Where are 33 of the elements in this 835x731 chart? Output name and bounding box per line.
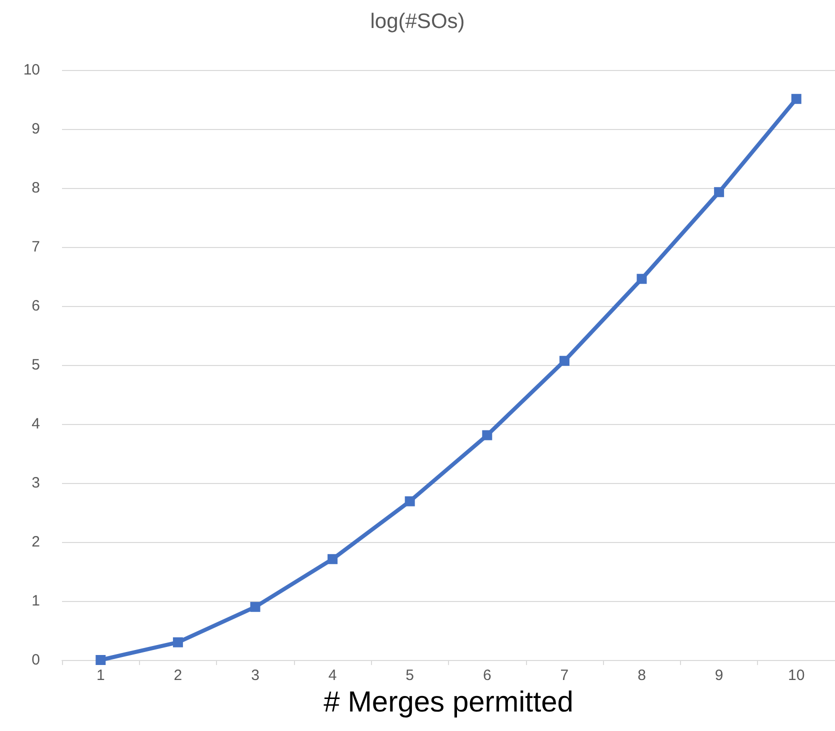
chart-title: log(#SOs) bbox=[370, 10, 465, 33]
point bbox=[96, 655, 106, 665]
y-tick-label: 7 bbox=[32, 238, 40, 256]
y-tick-label: 0 bbox=[32, 652, 40, 668]
point bbox=[172, 637, 183, 648]
point bbox=[250, 602, 260, 612]
y-tick-label: 3 bbox=[32, 474, 40, 492]
x-tick-label: 7 bbox=[560, 667, 569, 684]
x-tick-label: 9 bbox=[714, 667, 724, 684]
point bbox=[328, 554, 338, 564]
x-tick-label: 1 bbox=[96, 667, 105, 684]
x-tick-label: 3 bbox=[251, 667, 260, 684]
x-tick-label: 8 bbox=[638, 667, 646, 684]
x-tick-label: 6 bbox=[482, 667, 492, 684]
point bbox=[404, 496, 415, 506]
x-axis-title: # Merges permitted bbox=[324, 686, 574, 718]
y-tick-label: 1 bbox=[32, 592, 40, 610]
y-tick-label: 10 bbox=[23, 62, 40, 78]
point bbox=[559, 356, 570, 366]
x-tick-label: 4 bbox=[328, 667, 337, 684]
x-tick-label: 10 bbox=[788, 667, 805, 684]
y-tick-label: 8 bbox=[32, 180, 40, 196]
x-tick-label: 5 bbox=[406, 667, 414, 684]
y-tick-label: 4 bbox=[32, 416, 40, 432]
y-tick-label: 6 bbox=[32, 298, 40, 314]
y-tick-label: 5 bbox=[32, 356, 40, 374]
point bbox=[791, 94, 802, 104]
point bbox=[714, 187, 724, 198]
point bbox=[636, 274, 647, 284]
y-tick-label: 9 bbox=[32, 120, 40, 138]
point bbox=[482, 430, 492, 440]
x-tick-label: 2 bbox=[174, 667, 182, 684]
y-tick-label: 2 bbox=[32, 534, 40, 550]
